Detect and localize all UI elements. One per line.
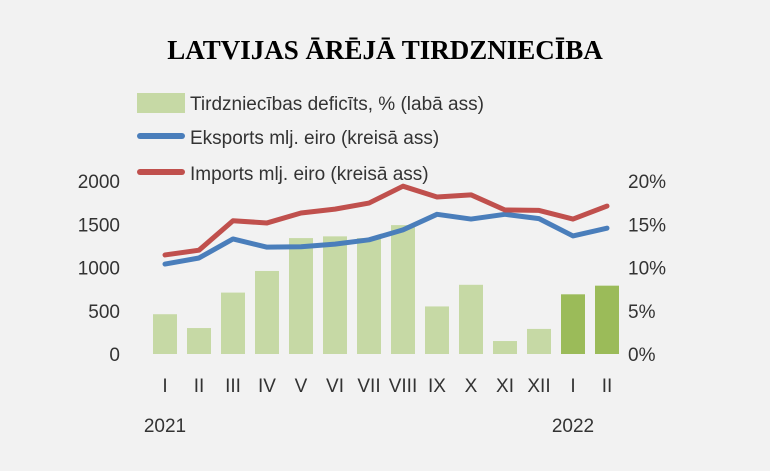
year-label: 2021 xyxy=(144,416,186,437)
bar-deficit-11 xyxy=(527,328,551,354)
x-tick-label: VIII xyxy=(389,376,418,397)
right-tick-label: 0% xyxy=(628,345,656,366)
line-exports xyxy=(162,211,610,267)
right-axis: 0% 5% 10% 15% 20% xyxy=(628,172,666,366)
lines xyxy=(162,183,610,267)
right-tick-label: 5% xyxy=(628,302,656,323)
bar-deficit-2 xyxy=(221,292,245,354)
bars xyxy=(153,225,619,354)
right-tick-label: 20% xyxy=(628,172,666,193)
x-tick-label: II xyxy=(194,376,205,397)
right-tick-label: 15% xyxy=(628,215,666,236)
legend-swatch-deficit xyxy=(137,93,185,113)
left-axis: 0 500 1000 1500 2000 xyxy=(78,172,120,366)
bar-deficit-9 xyxy=(459,284,483,354)
bar-deficit-10 xyxy=(493,341,517,354)
legend-label-exports: Eksports mlj. eiro (kreisā ass) xyxy=(190,128,439,149)
legend-label-deficit: Tirdzniecības deficīts, % (labā ass) xyxy=(190,94,484,115)
year-label: 2022 xyxy=(552,416,594,437)
x-tick-label: IX xyxy=(428,376,446,397)
bar-deficit-13 xyxy=(595,285,619,354)
bar-deficit-0 xyxy=(153,314,177,354)
x-tick-label: I xyxy=(162,376,167,397)
x-tick-label: I xyxy=(570,376,575,397)
bar-deficit-6 xyxy=(357,238,381,354)
line-imports xyxy=(162,183,610,258)
legend-label-imports: Imports mlj. eiro (kreisā ass) xyxy=(190,164,429,185)
left-tick-label: 2000 xyxy=(78,172,120,193)
x-tick-label: III xyxy=(225,376,241,397)
x-tick-label: VI xyxy=(326,376,344,397)
left-tick-label: 0 xyxy=(109,345,120,366)
x-tick-label: X xyxy=(465,376,478,397)
x-tick-label: XII xyxy=(527,376,550,397)
x-tick-label: IV xyxy=(258,376,276,397)
left-tick-label: 1000 xyxy=(78,259,120,280)
left-tick-label: 1500 xyxy=(78,215,120,236)
bar-deficit-4 xyxy=(289,238,313,354)
bar-deficit-5 xyxy=(323,236,347,354)
legend: Tirdzniecības deficīts, % (labā ass) Eks… xyxy=(137,93,484,185)
bar-deficit-8 xyxy=(425,306,449,354)
bar-deficit-12 xyxy=(561,294,585,354)
bar-deficit-3 xyxy=(255,270,279,354)
x-tick-label: V xyxy=(295,376,308,397)
chart-title: LATVIJAS ĀRĒJĀ TIRDZNIECĪBA xyxy=(167,35,603,65)
right-tick-label: 10% xyxy=(628,259,666,280)
x-tick-label: XI xyxy=(496,376,514,397)
x-tick-label: VII xyxy=(357,376,380,397)
bar-deficit-1 xyxy=(187,328,211,354)
x-tick-label: II xyxy=(602,376,613,397)
bar-deficit-7 xyxy=(391,225,415,354)
left-tick-label: 500 xyxy=(88,302,120,323)
